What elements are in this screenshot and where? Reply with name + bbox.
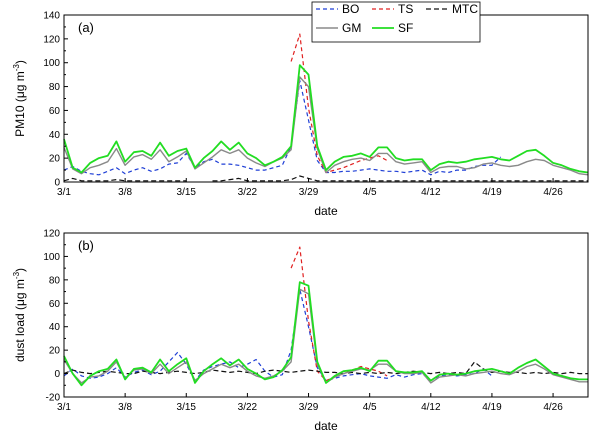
y-tick-label: 40 <box>49 322 61 333</box>
y-tick-label: 20 <box>49 154 61 165</box>
panel-a: (a) date PM10 (μg m-3) 0 20 40 60 80 100 120 14… <box>12 11 589 218</box>
panel-a-ylabel-end: ) <box>13 60 27 64</box>
x-tick-label: 4/5 <box>363 402 377 413</box>
legend-label-sf: SF <box>398 21 413 35</box>
series-line-bo <box>63 288 493 382</box>
series-line-gm <box>63 288 588 384</box>
y-tick-label: 60 <box>49 106 61 117</box>
x-tick-label: 3/15 <box>177 402 197 413</box>
y-tick-label: 120 <box>43 34 60 45</box>
panel-a-ylabel: PM10 (μg m-3) <box>12 60 27 137</box>
y-tick-label: 80 <box>49 275 61 286</box>
series-line-sf <box>63 64 589 174</box>
panel-a-ylabel-sup: -3 <box>12 64 21 72</box>
x-tick-label: 4/26 <box>543 402 563 413</box>
x-tick-label: 3/22 <box>238 402 258 413</box>
y-tick-label: 60 <box>49 299 61 310</box>
legend-label-mtc: MTC <box>452 2 478 16</box>
series-line-ts <box>290 33 388 174</box>
y-tick-label: -20 <box>46 393 61 404</box>
legend-label-ts: TS <box>398 2 413 16</box>
legend-label-bo: BO <box>342 2 359 16</box>
x-tick-label: 3/22 <box>238 187 258 198</box>
x-tick-label: 3/15 <box>177 187 197 198</box>
series-line-gm <box>63 76 589 176</box>
y-tick-label: 100 <box>43 252 60 263</box>
x-tick-label: 4/19 <box>482 187 502 198</box>
y-tick-label: 0 <box>54 369 60 380</box>
series-line-bo <box>63 80 502 176</box>
y-tick-label: 0 <box>54 178 60 189</box>
panel-b-ylabel: dust load (μg m-3) <box>12 268 27 362</box>
legend-label-gm: GM <box>342 21 361 35</box>
x-tick-label: 3/29 <box>299 402 319 413</box>
y-tick-label: 140 <box>43 11 60 22</box>
y-tick-label: 120 <box>43 229 60 240</box>
legend-box <box>311 1 481 43</box>
y-tick-label: 20 <box>49 346 61 357</box>
x-tick-label: 4/26 <box>543 187 563 198</box>
panel-b: (b) date dust load (μg m-3) -20 0 20 40 60 80… <box>12 229 589 433</box>
x-tick-label: 3/8 <box>118 187 132 198</box>
panel-a-xlabel: date <box>314 204 338 218</box>
panel-b-ylabel-sup: -3 <box>12 271 21 279</box>
x-tick-label: 3/29 <box>299 187 319 198</box>
x-tick-label: 3/1 <box>57 402 71 413</box>
panel-b-ylabel-main: dust load (μg m <box>13 279 27 362</box>
y-tick-label: 80 <box>49 82 61 93</box>
x-tick-label: 4/5 <box>363 187 377 198</box>
panel-b-ylabel-end: ) <box>13 268 27 272</box>
y-tick-label: 40 <box>49 130 61 141</box>
panel-b-xlabel: date <box>314 419 338 433</box>
series-line-mtc <box>63 175 588 182</box>
series-line-sf <box>63 281 588 387</box>
x-tick-label: 3/8 <box>118 402 132 413</box>
x-tick-label: 4/12 <box>421 402 441 413</box>
panel-b-label: (b) <box>78 238 94 253</box>
x-tick-label: 4/12 <box>421 187 441 198</box>
panel-a-ylabel-main: PM10 (μg m <box>13 71 27 137</box>
x-tick-label: 3/1 <box>57 187 71 198</box>
panel-a-label: (a) <box>78 20 94 35</box>
legend: BO TS MTC GM SF <box>311 1 481 43</box>
y-tick-label: 100 <box>43 58 60 69</box>
x-tick-label: 4/19 <box>482 402 502 413</box>
